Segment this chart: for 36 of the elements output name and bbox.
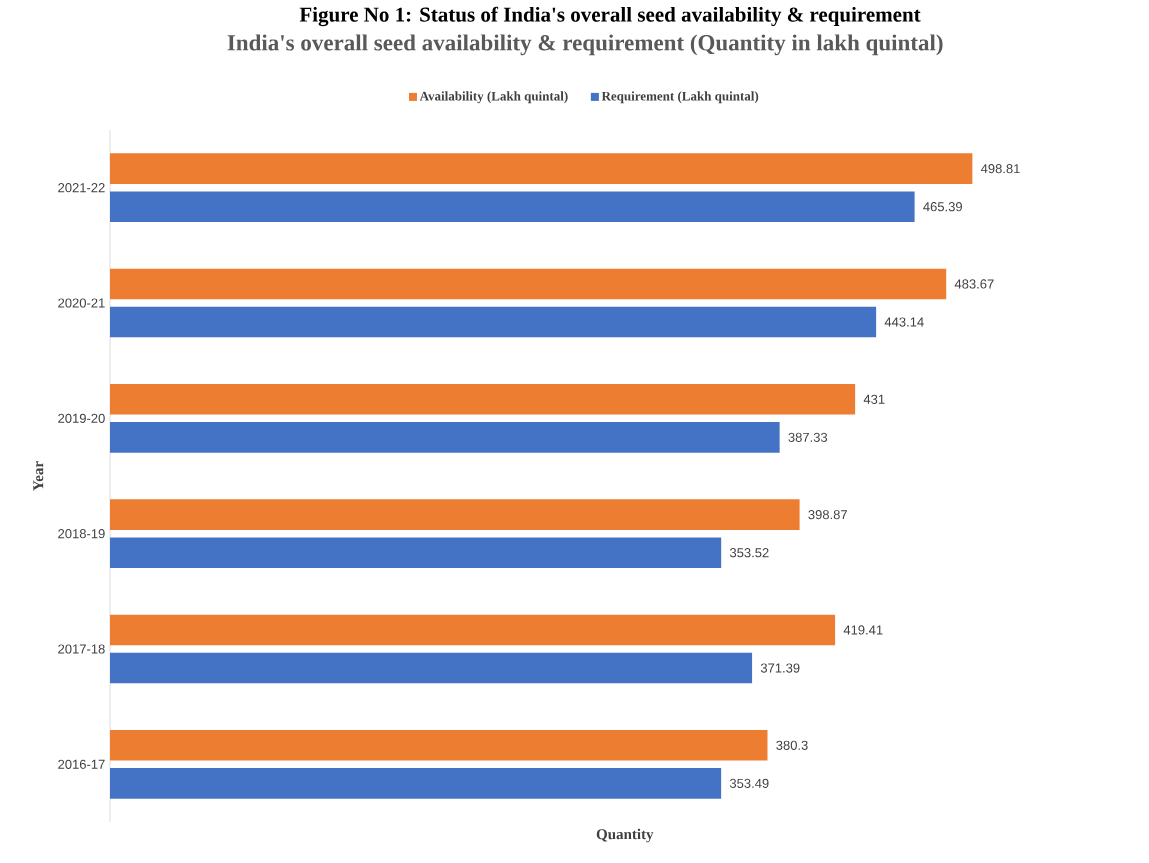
data-label: 483.67	[954, 279, 994, 289]
data-label: 443.14	[884, 317, 924, 327]
y-tick-label: 2017-18	[58, 644, 105, 654]
data-label: 398.87	[808, 510, 847, 520]
bar	[110, 537, 722, 568]
data-label: 380.3	[776, 740, 808, 750]
bar	[110, 153, 973, 184]
y-tick-label: 2021-22	[58, 183, 105, 193]
bar	[110, 306, 877, 338]
data-label: 431	[863, 394, 885, 404]
y-tick-label: 2018-19	[58, 529, 105, 539]
y-tick-label: 2020-21	[58, 298, 105, 308]
data-label: 387.33	[788, 432, 828, 442]
legend-label: Availability (Lakh quintal)	[419, 91, 568, 104]
bar	[110, 768, 722, 799]
y-tick-label: 2016-17	[58, 759, 105, 769]
bar	[110, 268, 947, 300]
data-label: 465.39	[923, 202, 962, 212]
bar	[110, 422, 780, 453]
bar	[110, 191, 915, 222]
legend-label: Requirement (Lakh quintal)	[601, 91, 759, 104]
y-axis-title: Year	[33, 461, 44, 491]
data-label: 498.81	[980, 164, 1020, 174]
bar	[110, 614, 836, 646]
text: Figure No 1: Status of India's overall seed availability & requirement	[299, 6, 921, 27]
data-label: 353.52	[729, 548, 769, 558]
y-tick-label: 2019-20	[58, 413, 105, 423]
data-label: 371.39	[760, 663, 800, 673]
bar	[110, 730, 768, 761]
x-axis-title: Quantity	[596, 828, 654, 843]
bar	[110, 384, 856, 415]
bar	[110, 499, 800, 530]
data-label: 353.49	[729, 778, 769, 788]
chart-title: India's overall seed availability & requirement (Quantity in lakh quintal)	[227, 34, 943, 56]
bar	[110, 652, 753, 684]
data-label: 419.41	[843, 625, 883, 635]
